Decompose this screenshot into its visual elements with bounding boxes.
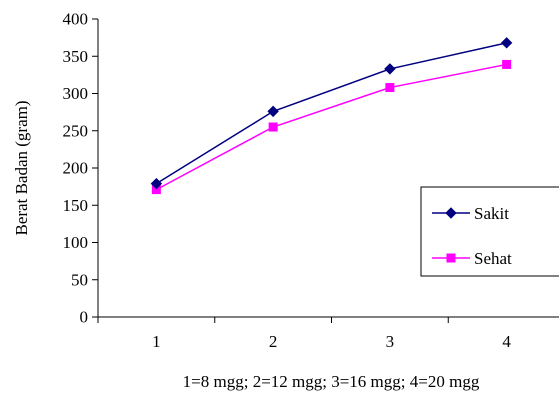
y-tick-label: 300 [63, 84, 89, 103]
y-tick-label: 0 [80, 308, 89, 327]
data-point-sakit [500, 37, 513, 49]
data-point-sehat [385, 83, 395, 93]
legend-marker-sakit [445, 207, 457, 219]
y-tick-label: 400 [63, 10, 89, 29]
series-line-sehat [156, 63, 507, 191]
data-point-sakit [150, 177, 163, 190]
x-tick-label: 4 [502, 332, 511, 351]
y-tick-label: 100 [63, 233, 89, 252]
legend-label-sehat: Sehat [474, 249, 512, 268]
legend: Sakit Sehat [420, 186, 559, 277]
data-point-sehat [268, 122, 278, 132]
y-axis-label: Berat Badan (gram) [12, 101, 31, 236]
legend-box [420, 186, 559, 277]
y-tick-label: 50 [71, 270, 88, 289]
y-tick-label: 150 [63, 196, 89, 215]
x-axis-label: 1=8 mgg; 2=12 mgg; 3=16 mgg; 4=20 mgg [183, 372, 480, 391]
y-tick-label: 200 [63, 159, 89, 178]
y-tick-label: 250 [63, 121, 89, 140]
y-tick-label: 350 [63, 47, 89, 66]
x-tick-label: 1 [152, 332, 161, 351]
data-point-sakit [267, 105, 279, 118]
data-point-sehat [502, 59, 512, 69]
data-point-sakit [384, 63, 396, 75]
x-tick-label: 2 [269, 332, 278, 351]
series-line-sakit [155, 42, 507, 185]
legend-label-sakit: Sakit [474, 204, 509, 223]
legend-marker-sehat [446, 253, 456, 263]
x-tick-label: 3 [386, 332, 395, 351]
